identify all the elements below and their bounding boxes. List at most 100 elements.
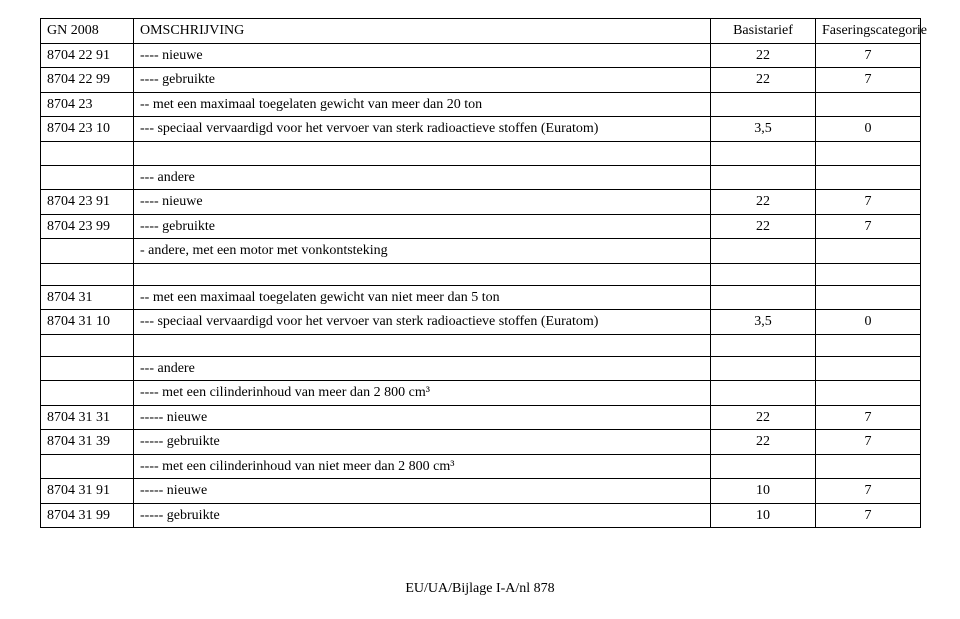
cell-code: [41, 454, 134, 479]
cell-code: 8704 23 99: [41, 214, 134, 239]
table-row: 8704 23-- met een maximaal toegelaten ge…: [41, 92, 921, 117]
cell-tariff: [711, 356, 816, 381]
main-table: GN 2008 OMSCHRIJVING Basistarief Faserin…: [40, 18, 921, 528]
cell-cat: 0: [816, 117, 921, 142]
cell-tariff: 22: [711, 190, 816, 215]
table-blank-cell: [816, 334, 921, 356]
cell-tariff: 10: [711, 479, 816, 504]
table-row: ---- met een cilinderinhoud van meer dan…: [41, 381, 921, 406]
cell-code: [41, 239, 134, 264]
cell-code: 8704 22 91: [41, 43, 134, 68]
cell-cat: 7: [816, 503, 921, 528]
table-blank-cell: [134, 141, 711, 165]
table-blank-cell: [41, 141, 134, 165]
cell-desc: --- speciaal vervaardigd voor het vervoe…: [134, 117, 711, 142]
table-row: 8704 23 99---- gebruikte227: [41, 214, 921, 239]
table-blank-cell: [134, 263, 711, 285]
cell-tariff: 22: [711, 68, 816, 93]
cell-cat: [816, 285, 921, 310]
cell-code: [41, 356, 134, 381]
cell-cat: [816, 165, 921, 190]
cell-cat: 7: [816, 405, 921, 430]
table-row: --- andere: [41, 165, 921, 190]
cell-tariff: 10: [711, 503, 816, 528]
col-header-tariff: Basistarief: [711, 19, 816, 44]
cell-code: [41, 165, 134, 190]
table-row: ---- met een cilinderinhoud van niet mee…: [41, 454, 921, 479]
cell-desc: ---- met een cilinderinhoud van niet mee…: [134, 454, 711, 479]
cell-code: 8704 31 31: [41, 405, 134, 430]
cell-cat: [816, 239, 921, 264]
table-row: 8704 22 99---- gebruikte227: [41, 68, 921, 93]
cell-code: 8704 31: [41, 285, 134, 310]
cell-code: 8704 22 99: [41, 68, 134, 93]
table-blank-row: [41, 263, 921, 285]
col-header-cat: Faseringscategorie: [816, 19, 921, 44]
cell-desc: ---- gebruikte: [134, 214, 711, 239]
table-blank-cell: [41, 334, 134, 356]
cell-tariff: [711, 165, 816, 190]
table-row: 8704 31 99----- gebruikte107: [41, 503, 921, 528]
col-header-code: GN 2008: [41, 19, 134, 44]
cell-cat: 0: [816, 310, 921, 335]
cell-desc: ---- met een cilinderinhoud van meer dan…: [134, 381, 711, 406]
table-blank-cell: [816, 141, 921, 165]
cell-desc: --- andere: [134, 165, 711, 190]
cell-tariff: [711, 454, 816, 479]
cell-desc: ---- nieuwe: [134, 43, 711, 68]
cell-cat: [816, 381, 921, 406]
table-blank-cell: [134, 334, 711, 356]
cell-desc: ----- gebruikte: [134, 503, 711, 528]
table-row: - andere, met een motor met vonkontsteki…: [41, 239, 921, 264]
table-blank-cell: [41, 263, 134, 285]
table-row: 8704 31 91----- nieuwe107: [41, 479, 921, 504]
cell-tariff: [711, 239, 816, 264]
cell-desc: -- met een maximaal toegelaten gewicht v…: [134, 285, 711, 310]
cell-code: 8704 31 99: [41, 503, 134, 528]
cell-code: 8704 23: [41, 92, 134, 117]
cell-desc: --- speciaal vervaardigd voor het vervoe…: [134, 310, 711, 335]
table-row: 8704 31 39----- gebruikte227: [41, 430, 921, 455]
cell-code: 8704 31 39: [41, 430, 134, 455]
table-blank-cell: [711, 141, 816, 165]
table-blank-cell: [816, 263, 921, 285]
cell-tariff: [711, 92, 816, 117]
cell-cat: [816, 356, 921, 381]
table-blank-row: [41, 334, 921, 356]
table-row: 8704 31-- met een maximaal toegelaten ge…: [41, 285, 921, 310]
cell-desc: --- andere: [134, 356, 711, 381]
cell-tariff: 22: [711, 214, 816, 239]
cell-code: 8704 31 91: [41, 479, 134, 504]
table-header-row: GN 2008 OMSCHRIJVING Basistarief Faserin…: [41, 19, 921, 44]
table-blank-row: [41, 141, 921, 165]
cell-tariff: 22: [711, 43, 816, 68]
cell-desc: - andere, met een motor met vonkontsteki…: [134, 239, 711, 264]
cell-tariff: 3,5: [711, 310, 816, 335]
cell-tariff: [711, 381, 816, 406]
cell-cat: 7: [816, 43, 921, 68]
table-row: --- andere: [41, 356, 921, 381]
table-row: 8704 31 10--- speciaal vervaardigd voor …: [41, 310, 921, 335]
cell-desc: -- met een maximaal toegelaten gewicht v…: [134, 92, 711, 117]
cell-tariff: 22: [711, 405, 816, 430]
cell-desc: ----- gebruikte: [134, 430, 711, 455]
cell-tariff: 3,5: [711, 117, 816, 142]
cell-code: 8704 31 10: [41, 310, 134, 335]
cell-code: [41, 381, 134, 406]
table-row: 8704 22 91---- nieuwe227: [41, 43, 921, 68]
table-blank-cell: [711, 334, 816, 356]
page: GN 2008 OMSCHRIJVING Basistarief Faserin…: [0, 0, 960, 619]
cell-desc: ---- nieuwe: [134, 190, 711, 215]
cell-cat: [816, 454, 921, 479]
cell-cat: 7: [816, 214, 921, 239]
table-row: 8704 23 91---- nieuwe227: [41, 190, 921, 215]
cell-tariff: [711, 285, 816, 310]
table-body: 8704 22 91---- nieuwe2278704 22 99---- g…: [41, 43, 921, 528]
table-row: 8704 31 31----- nieuwe227: [41, 405, 921, 430]
cell-desc: ---- gebruikte: [134, 68, 711, 93]
table-row: 8704 23 10--- speciaal vervaardigd voor …: [41, 117, 921, 142]
col-header-desc: OMSCHRIJVING: [134, 19, 711, 44]
cell-cat: 7: [816, 68, 921, 93]
cell-code: 8704 23 10: [41, 117, 134, 142]
cell-desc: ----- nieuwe: [134, 479, 711, 504]
